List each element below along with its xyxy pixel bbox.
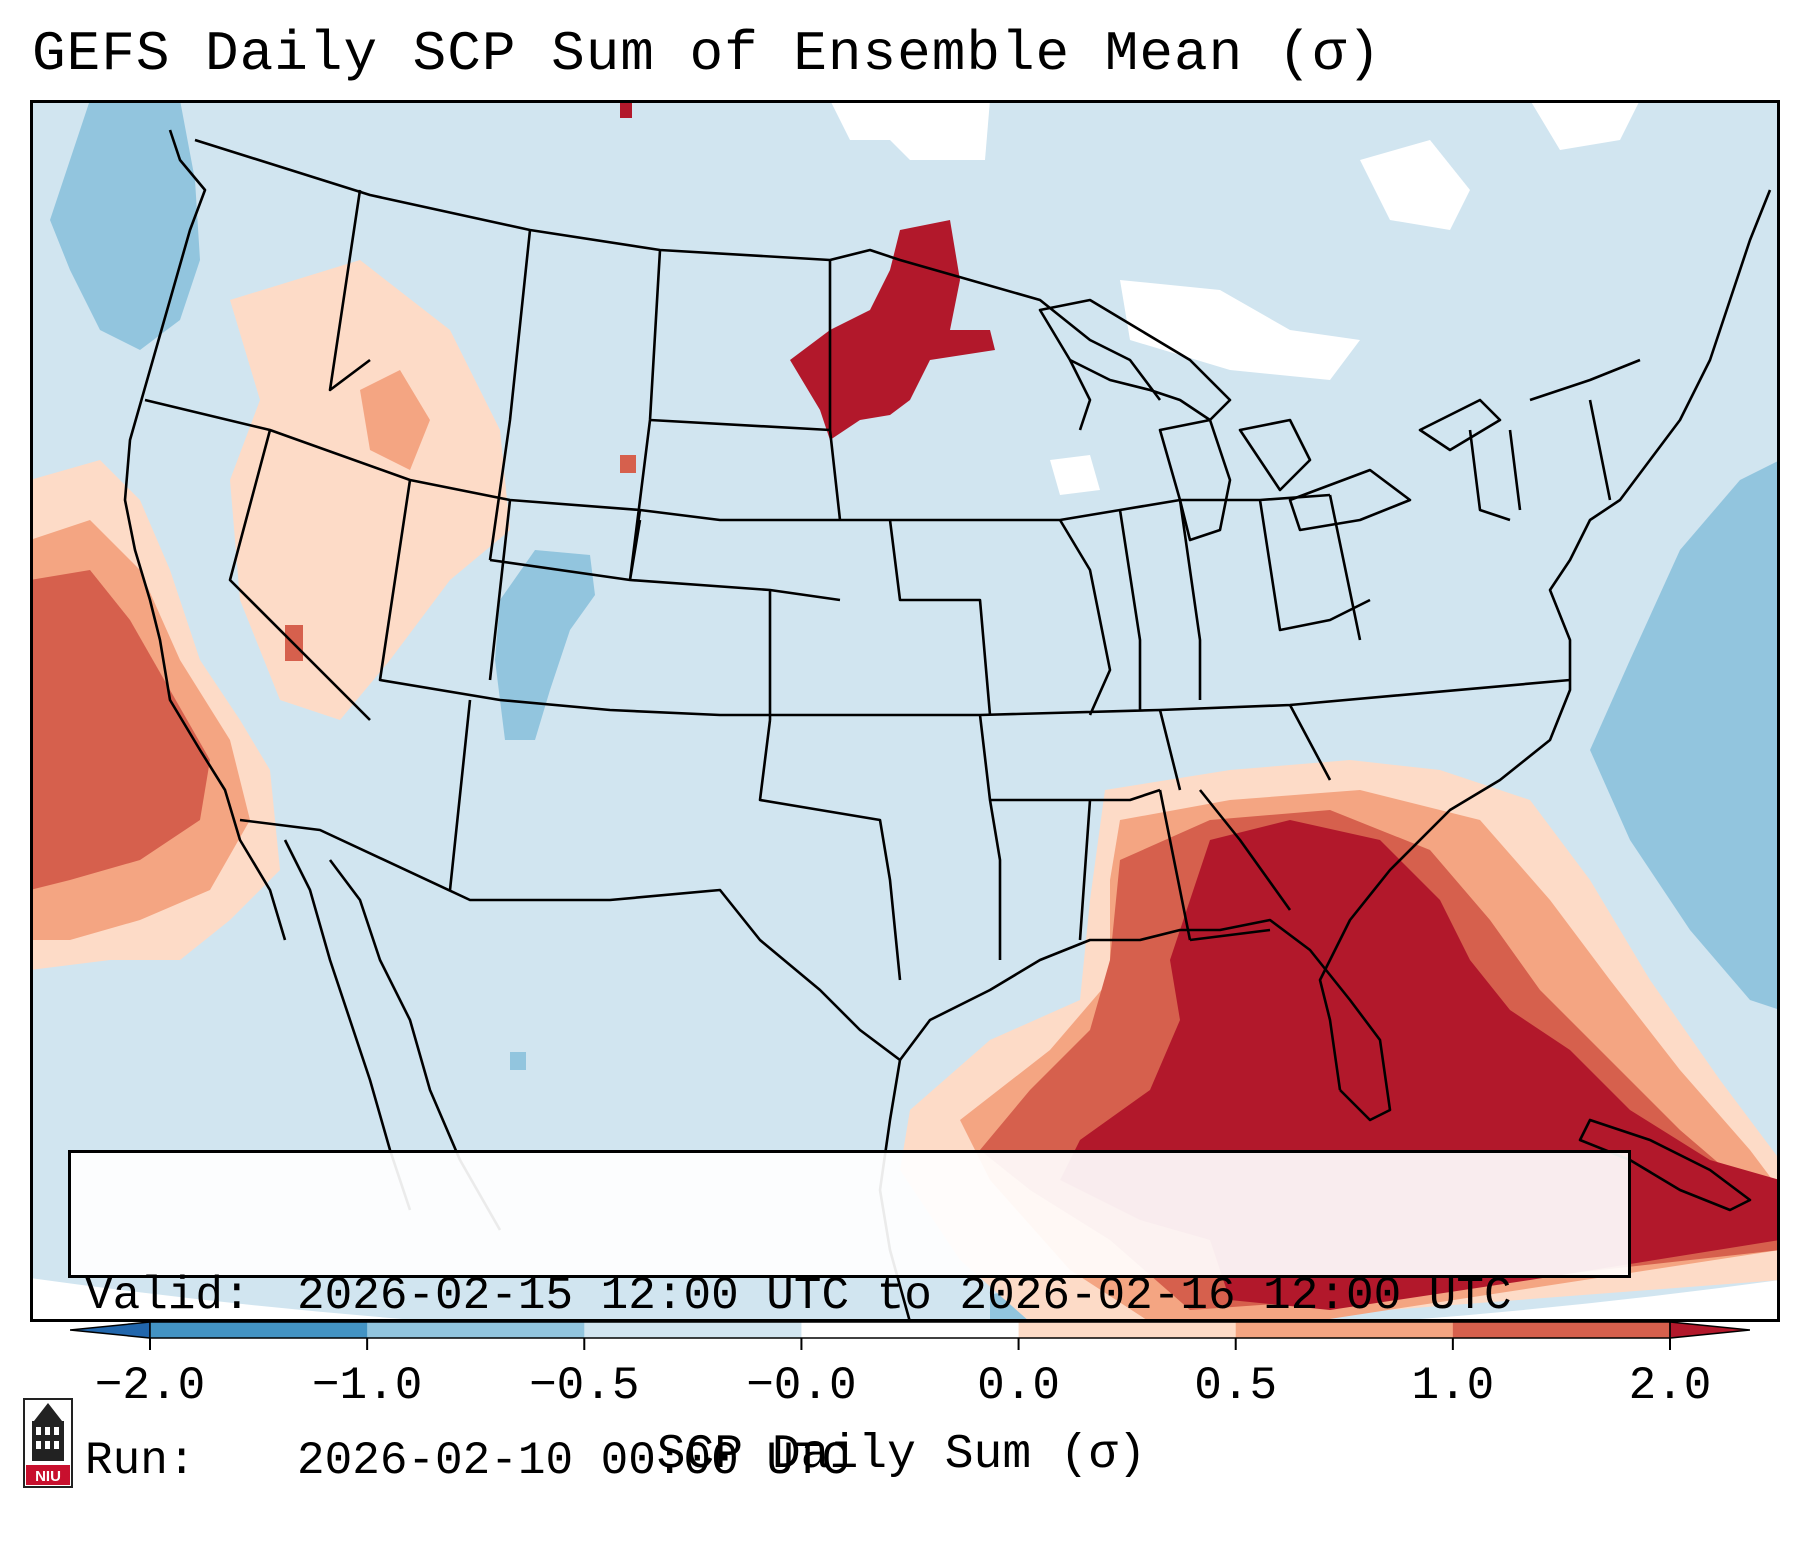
great-lakes <box>1038 298 1502 542</box>
university-tower-icon: NIU <box>23 1398 73 1488</box>
valid-label: Valid: <box>85 1270 251 1322</box>
colorado-negative-area <box>495 550 595 740</box>
colorado-red-cell <box>620 455 636 473</box>
chart-title: GEFS Daily SCP Sum of Ensemble Mean (σ) <box>32 22 1382 86</box>
atlantic-negative-area <box>1590 460 1780 1010</box>
us-canada-border <box>194 138 1162 401</box>
colorbar-tick-label: 1.0 <box>1411 1360 1494 1412</box>
great-basin-light-positive <box>230 260 510 720</box>
gulf-coast <box>898 918 1392 1122</box>
idaho-salmon-cells <box>360 370 430 470</box>
cuba <box>1578 1118 1752 1212</box>
anomaly-map <box>30 100 1780 1322</box>
dakotas-darkred-area <box>790 220 995 440</box>
colorbar-frame <box>149 1321 1671 1339</box>
map-frame <box>30 100 1780 1322</box>
west-coastline <box>123 129 287 941</box>
colorbar-bin <box>1235 1322 1454 1338</box>
run-row: Run: 2026-02-10 00:00 UTC <box>85 1434 1628 1489</box>
us-mexico-border <box>239 818 901 1062</box>
run-label: Run: <box>85 1435 196 1487</box>
colorbar-tick-label: −0.0 <box>746 1360 856 1412</box>
colorbar-tick-label: 2.0 <box>1629 1360 1712 1412</box>
colorbar-tick-label: −0.5 <box>529 1360 639 1412</box>
colorbar-bin <box>801 1322 1020 1338</box>
canada-white-patch-3 <box>1360 140 1470 230</box>
colorbar-tick-label: −1.0 <box>312 1360 422 1412</box>
run-value: 2026-02-10 00:00 UTC <box>297 1435 850 1487</box>
pacific-northwest-negative-area <box>50 100 200 350</box>
colorbar-bin <box>367 1322 585 1338</box>
colorbar-extend-low <box>70 1321 151 1339</box>
colorbar-bin <box>1452 1322 1671 1338</box>
colorbar-extend-high <box>1669 1321 1750 1339</box>
canada-white-patch-4 <box>1050 455 1100 495</box>
montana-darkred-cell <box>620 100 632 118</box>
colorbar-bin <box>1018 1322 1237 1338</box>
colorbar: −2.0 −1.0 −0.5 −0.0 0.0 0.5 1.0 2.0 <box>70 1321 1750 1412</box>
logo-text: NIU <box>35 1468 61 1485</box>
canada-white-patch-2 <box>830 100 990 160</box>
colorbar-bin <box>150 1322 368 1338</box>
gulf-negative-cell <box>510 1052 526 1070</box>
colorbar-bin <box>584 1322 802 1338</box>
colorbar-label: SCP Daily Sum (σ) <box>656 1428 1147 1482</box>
colorbar-tick-label: −2.0 <box>95 1360 205 1412</box>
valid-value: 2026-02-15 12:00 UTC to 2026-02-16 12:00… <box>297 1270 1512 1322</box>
validity-info-box: Valid: 2026-02-15 12:00 UTC to 2026-02-16… <box>68 1150 1631 1487</box>
state-lines <box>144 189 1641 981</box>
colorbar-tick-label: 0.0 <box>977 1360 1060 1412</box>
canada-white-patch-5 <box>1530 100 1640 150</box>
valid-row: Valid: 2026-02-15 12:00 UTC to 2026-02-16… <box>85 1269 1628 1324</box>
east-coast <box>1318 189 1772 1091</box>
california-red-area <box>30 570 210 890</box>
colorbar-tick-label: 0.5 <box>1194 1360 1277 1412</box>
